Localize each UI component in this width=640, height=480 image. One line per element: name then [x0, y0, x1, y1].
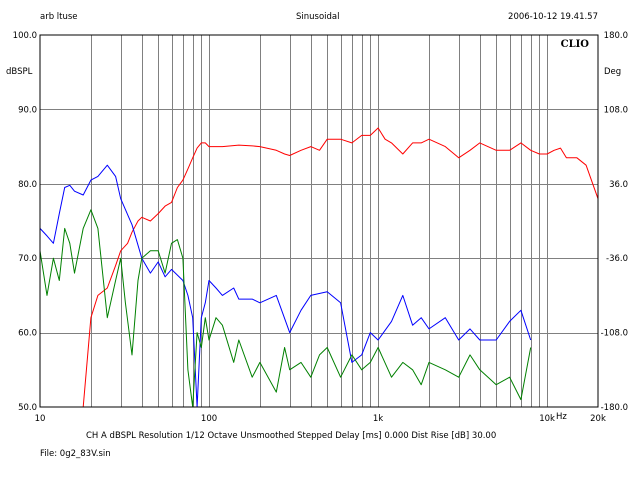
y2-tick-label: 180.0 — [604, 31, 628, 41]
y2-tick-label: 108.0 — [604, 105, 628, 115]
y-tick-label: 100.0 — [13, 31, 37, 41]
header-timestamp: 2006-10-12 19.41.57 — [508, 12, 598, 22]
series-line-3 — [39, 209, 532, 408]
x-tick-label: 1k — [373, 414, 383, 424]
x-tick-label: 10k — [539, 414, 555, 424]
header-left-text: arb ltuse — [40, 12, 78, 22]
grid — [40, 35, 598, 407]
y2-tick-label: -180.0 — [601, 403, 628, 413]
tick-labels: 10 100 1k 10k 20k 50.0 60.0 70.0 80.0 90.0 100.0 -1… — [13, 31, 628, 424]
measurement-settings: CH A dBSPL Resolution 1/12 Octave Unsmoo… — [86, 431, 497, 441]
file-name: File: 0g2_83V.sin — [40, 449, 111, 459]
header-center-text: Sinusoidal — [296, 12, 340, 22]
series-line-2 — [39, 164, 532, 408]
y-tick-label: 70.0 — [18, 254, 37, 264]
right-axis-unit: Deg — [604, 67, 622, 77]
plot-area — [40, 35, 598, 407]
y2-tick-label: 36.0 — [609, 180, 628, 190]
bottom-axis-unit: Hz — [556, 412, 567, 422]
x-tick-label: 10 — [35, 414, 46, 424]
series-line-1 — [40, 127, 599, 408]
y-tick-label: 80.0 — [18, 180, 37, 190]
clio-logo: CLIO — [561, 39, 590, 50]
y2-tick-label: -36.0 — [606, 254, 628, 264]
y-tick-label: 50.0 — [18, 403, 37, 413]
left-axis-unit: dBSPL — [6, 67, 33, 77]
x-tick-label: 100 — [201, 414, 217, 424]
y-tick-label: 60.0 — [18, 329, 37, 339]
y2-tick-label: -108.0 — [601, 329, 628, 339]
y-tick-label: 90.0 — [18, 105, 37, 115]
x-tick-label: 20k — [590, 414, 606, 424]
plot-frame — [39, 34, 599, 408]
series-layer — [39, 127, 599, 408]
